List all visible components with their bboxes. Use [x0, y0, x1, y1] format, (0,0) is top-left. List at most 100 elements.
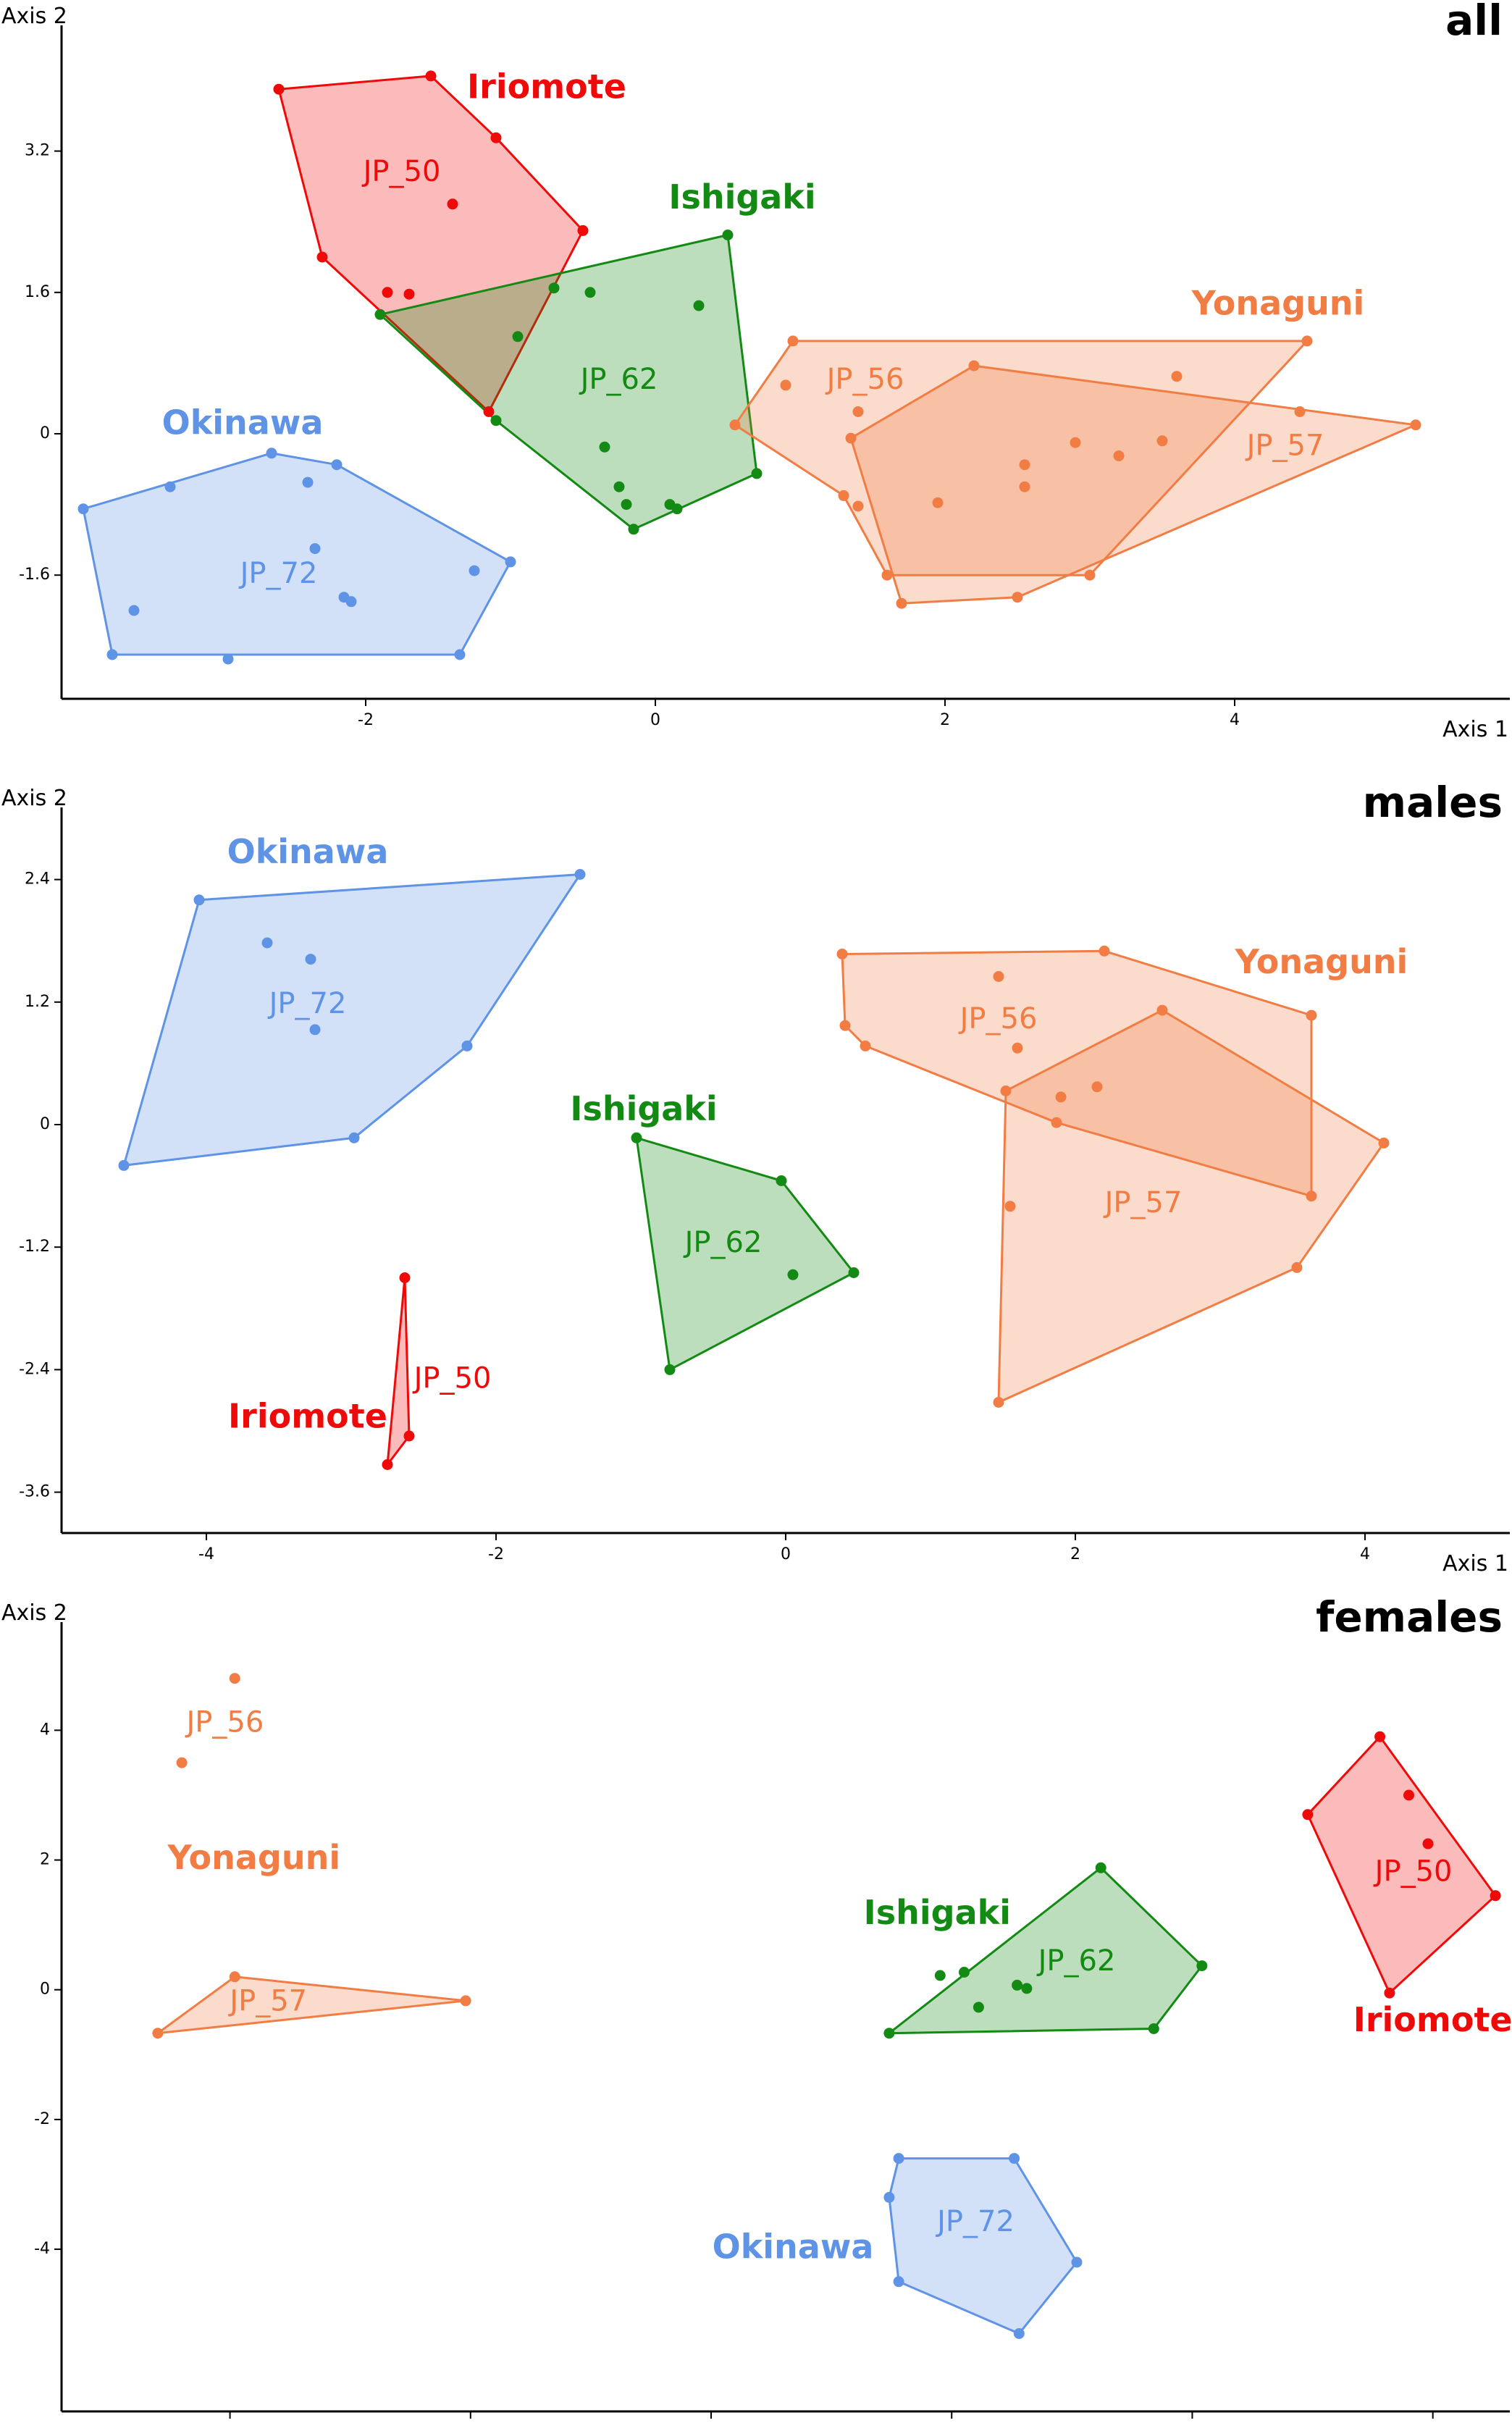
panel-title-females: females: [1316, 1592, 1503, 1642]
data-point-yonaguni: [1091, 1081, 1103, 1093]
panel-females: JP_56 Yonaguni JP_57 Ishigaki JP_62 JP_50 Irio…: [1, 1592, 1512, 2419]
population-label-jp-56: JP_56: [958, 1002, 1038, 1036]
x-tick-label: 2: [940, 711, 950, 729]
data-point-iriomote: [382, 1459, 393, 1470]
group-label-ishigaki: Ishigaki: [668, 177, 815, 217]
data-point-ishigaki: [599, 441, 610, 453]
data-point-yonaguni: [1012, 1042, 1023, 1054]
data-point-yonaguni: [1156, 435, 1168, 447]
y-axis-label: Axis 2: [1, 4, 67, 29]
data-point-yonaguni: [1055, 1091, 1067, 1103]
data-point-ishigaki: [1012, 1979, 1023, 1991]
data-point-ishigaki: [671, 503, 683, 515]
data-point-okinawa: [574, 869, 586, 880]
data-point-yonaguni: [1378, 1137, 1390, 1148]
data-point-yonaguni: [1099, 945, 1110, 957]
data-point-ishigaki: [1021, 1983, 1033, 1994]
data-point-yonaguni: [881, 569, 893, 581]
y-tick-label: 1.2: [25, 993, 50, 1011]
x-tick-label: -2: [358, 711, 374, 729]
data-point-ishigaki: [959, 1967, 970, 1978]
data-point-yonaguni: [460, 1995, 471, 2007]
hull-jp-62: [379, 234, 758, 531]
data-point-ishigaki: [584, 287, 596, 298]
data-point-yonaguni: [176, 1757, 188, 1768]
data-point-okinawa: [77, 503, 89, 515]
panel-males: Okinawa JP_72 Yonaguni JP_56 JP_57 Ishigaki JP…: [1, 778, 1510, 1576]
data-point-yonaguni: [1051, 1117, 1062, 1128]
y-tick-label: -1.2: [19, 1238, 50, 1256]
data-point-okinawa: [893, 2276, 904, 2288]
data-point-iriomote: [316, 251, 328, 263]
population-label-jp-57: JP_57: [1245, 429, 1324, 462]
data-point-ishigaki: [776, 1175, 787, 1186]
data-point-yonaguni: [1012, 592, 1023, 603]
data-point-ishigaki: [1148, 2023, 1159, 2034]
y-tick-label: 0: [40, 1981, 50, 1999]
population-label-jp-50: JP_50: [412, 1362, 492, 1395]
data-point-yonaguni: [845, 432, 857, 444]
data-point-yonaguni: [1294, 406, 1306, 417]
y-axis-label: Axis 2: [1, 786, 67, 811]
data-point-iriomote: [1422, 1838, 1434, 1849]
data-point-ishigaki: [722, 230, 734, 240]
data-point-yonaguni: [852, 406, 864, 417]
population-label-jp-62: JP_62: [683, 1226, 763, 1259]
data-point-iriomote: [1302, 1809, 1314, 1821]
data-point-ishigaki: [628, 524, 639, 535]
data-point-okinawa: [348, 1132, 360, 1143]
y-axis-label: Axis 2: [1, 1600, 67, 1626]
y-tick-label: 1.6: [25, 283, 50, 301]
data-point-yonaguni: [1004, 1201, 1016, 1212]
data-point-yonaguni: [729, 419, 741, 431]
data-point-okinawa: [454, 649, 466, 660]
data-point-yonaguni: [852, 500, 864, 512]
y-tick-label: 0: [40, 424, 50, 442]
data-point-okinawa: [309, 1024, 321, 1036]
population-label-jp-72: JP_72: [267, 987, 347, 1020]
data-point-yonaguni: [839, 1020, 851, 1031]
data-point-okinawa: [261, 937, 273, 949]
y-tick-label: -3.6: [19, 1483, 50, 1501]
data-point-ishigaki: [664, 1364, 676, 1375]
data-point-ishigaki: [613, 481, 625, 492]
data-point-ishigaki: [787, 1269, 799, 1280]
group-label-iriomote: Iriomote: [1353, 2000, 1512, 2039]
hull-jp-72: [122, 873, 581, 1167]
y-tick-label: -2: [34, 2110, 50, 2128]
data-point-yonaguni: [896, 597, 907, 609]
y-tick-label: 3.2: [25, 142, 50, 160]
data-point-okinawa: [106, 649, 118, 660]
data-point-okinawa: [1071, 2256, 1083, 2268]
population-label-jp-50: JP_50: [361, 155, 441, 188]
y-tick-label: -2.4: [19, 1360, 50, 1378]
data-point-yonaguni: [1301, 335, 1313, 347]
data-point-okinawa: [309, 543, 321, 555]
group-label-okinawa: Okinawa: [713, 2227, 874, 2267]
data-point-okinawa: [305, 954, 316, 965]
data-point-okinawa: [883, 2191, 895, 2203]
group-label-iriomote: Iriomote: [228, 1397, 387, 1436]
hull-jp-57: [849, 364, 1417, 605]
data-point-iriomote: [490, 132, 502, 143]
group-label-iriomote: Iriomote: [467, 67, 626, 106]
x-tick-label: -2: [488, 1545, 504, 1563]
data-point-okinawa: [302, 476, 314, 488]
data-point-iriomote: [403, 1430, 415, 1442]
y-tick-label: -4: [34, 2240, 50, 2258]
data-point-ishigaki: [693, 300, 705, 311]
group-label-yonaguni: Yonaguni: [1191, 284, 1365, 323]
data-point-okinawa: [345, 596, 357, 608]
x-tick-label: 4: [1230, 711, 1240, 729]
data-point-iriomote: [483, 406, 495, 417]
data-point-yonaguni: [1156, 1004, 1168, 1016]
data-point-okinawa: [164, 481, 176, 492]
data-point-yonaguni: [152, 2028, 164, 2039]
data-point-yonaguni: [968, 360, 980, 371]
group-label-ishigaki: Ishigaki: [864, 1893, 1011, 1932]
population-label-jp-62: JP_62: [579, 363, 658, 396]
y-tick-label: 0: [40, 1115, 50, 1133]
data-point-yonaguni: [1113, 450, 1125, 461]
group-label-okinawa: Okinawa: [162, 403, 324, 442]
